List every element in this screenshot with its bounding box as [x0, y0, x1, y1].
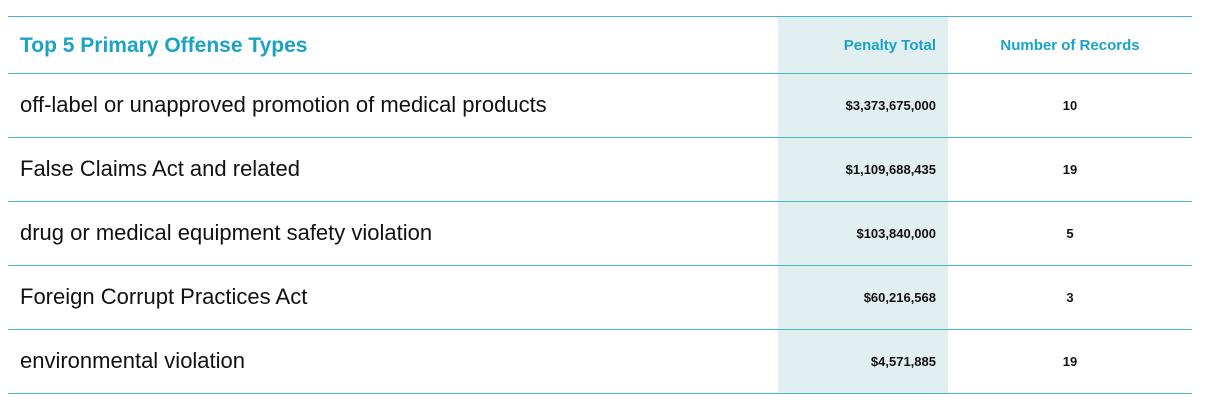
- row-rule: [8, 16, 1192, 17]
- record-count: 19: [1062, 353, 1078, 369]
- record-count: 3: [1066, 289, 1074, 305]
- row-rule: [8, 393, 1192, 394]
- penalty-total: $103,840,000: [856, 225, 936, 241]
- column-highlight: [778, 17, 948, 393]
- row-rule: [8, 265, 1192, 266]
- record-count: 10: [1062, 97, 1078, 113]
- penalty-total: $1,109,688,435: [845, 161, 936, 177]
- record-count: 5: [1066, 225, 1074, 241]
- offense-type: Foreign Corrupt Practices Act: [20, 284, 308, 309]
- row-rule: [8, 137, 1192, 138]
- record-count: 19: [1062, 161, 1078, 177]
- penalty-total: $3,373,675,000: [845, 97, 936, 113]
- row-rule: [8, 201, 1192, 202]
- table-title: Top 5 Primary Offense Types: [20, 33, 308, 57]
- offense-type: drug or medical equipment safety violati…: [20, 220, 433, 245]
- offense-type: environmental violation: [20, 348, 246, 373]
- column-header: Number of Records: [1000, 37, 1140, 54]
- penalty-total: $4,571,885: [870, 353, 936, 369]
- penalty-total: $60,216,568: [863, 289, 936, 305]
- row-rule: [8, 329, 1192, 330]
- offense-type: off-label or unapproved promotion of med…: [20, 92, 547, 117]
- offense-type: False Claims Act and related: [20, 156, 301, 181]
- column-header: Penalty Total: [843, 37, 936, 54]
- row-rule: [8, 73, 1192, 74]
